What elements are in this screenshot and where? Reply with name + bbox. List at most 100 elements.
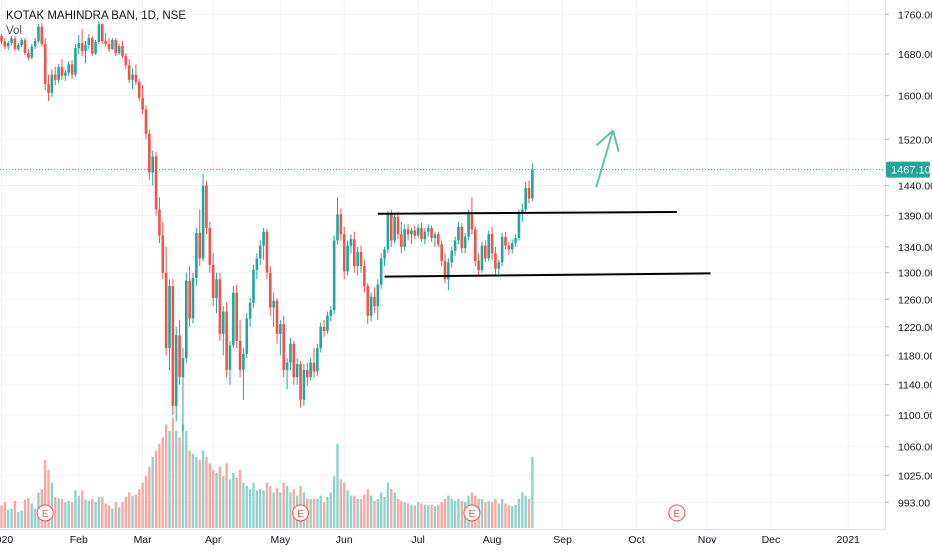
volume-bar: [168, 430, 171, 528]
symbol-title[interactable]: KOTAK MAHINDRA BAN, 1D, NSE: [6, 10, 186, 22]
volume-bar: [185, 430, 188, 528]
candle: [359, 245, 363, 273]
candle: [124, 53, 128, 70]
candle: [201, 173, 205, 261]
candle: [215, 272, 218, 314]
price-tick-label: 1025.00: [898, 470, 932, 482]
time-tick-label: May: [270, 534, 291, 546]
candle: [376, 279, 380, 320]
up-arrow-drawing[interactable]: [595, 129, 620, 188]
candle: [356, 246, 359, 276]
volume-bar: [171, 418, 175, 528]
candle: [121, 40, 124, 59]
volume-bar: [514, 504, 517, 528]
arrow-head: [596, 129, 614, 146]
volume-bar: [222, 476, 225, 528]
candle: [258, 240, 262, 265]
volume-bar: [205, 456, 208, 528]
volume-bar: [386, 482, 390, 528]
volume-legend[interactable]: Vol: [6, 25, 22, 37]
price-candles: [0, 21, 534, 431]
earnings-marker[interactable]: E: [463, 504, 481, 522]
volume-bar: [440, 502, 443, 528]
candle: [114, 37, 118, 57]
svg-text:E: E: [297, 509, 304, 520]
volume-bar: [64, 502, 67, 528]
candle: [379, 253, 383, 289]
volume-bar: [289, 492, 292, 528]
candle: [312, 348, 316, 378]
drawings[interactable]: [0, 129, 885, 278]
candle: [400, 221, 403, 254]
volume-bar: [416, 502, 420, 528]
time-tick-label: Feb: [70, 534, 88, 546]
svg-text:E: E: [469, 509, 476, 520]
volume-bar: [312, 498, 316, 528]
candle: [198, 209, 202, 267]
candle: [208, 221, 212, 273]
candle: [514, 234, 517, 247]
time-tick-label: Jun: [336, 534, 353, 546]
candle: [111, 37, 114, 51]
time-tick-label: Nov: [698, 534, 717, 546]
candle: [37, 24, 40, 43]
candle: [416, 224, 420, 239]
svg-text:E: E: [674, 509, 681, 520]
time-axis[interactable]: 2020 Feb Mar Apr May Jun Jul Aug Sep Oct Nov Dec 202…: [0, 529, 932, 551]
volume-bar: [161, 437, 164, 528]
candle: [178, 319, 181, 385]
candle: [497, 259, 501, 275]
candle: [463, 232, 467, 254]
volume-bar: [487, 500, 490, 528]
candle: [228, 340, 232, 385]
candle: [53, 66, 57, 86]
candle: [90, 35, 94, 57]
candle: [232, 285, 235, 349]
volume-bar: [460, 500, 464, 528]
earnings-marker[interactable]: E: [668, 504, 686, 522]
candle: [460, 223, 464, 254]
candle: [386, 210, 390, 254]
candle: [406, 224, 410, 241]
candle: [295, 358, 299, 385]
volume-bar: [232, 473, 235, 528]
volume-bar: [43, 460, 47, 528]
volume-bar: [410, 504, 413, 528]
volume-bar: [175, 430, 178, 528]
volume-bar: [363, 494, 366, 528]
volume-bar: [343, 482, 346, 528]
candle: [67, 61, 70, 76]
candle: [420, 223, 423, 242]
volume-bar: [131, 495, 134, 528]
earnings-marker[interactable]: E: [292, 504, 310, 522]
chart-legend[interactable]: KOTAK MAHINDRA BAN, 1D, NSE Vol: [6, 9, 186, 39]
volume-bar: [309, 498, 312, 528]
volume-bar: [480, 498, 484, 528]
candle: [235, 284, 238, 349]
price-axis[interactable]: 1760.00 1680.00 1600.00 1520.00 1440.00 1390.…: [885, 0, 932, 530]
volume-bar: [27, 498, 30, 528]
candle: [279, 319, 282, 356]
volume-bar: [403, 502, 406, 528]
volume-bar: [201, 450, 205, 528]
candle: [487, 230, 490, 261]
volume-bar: [148, 466, 151, 528]
volume-bar: [208, 463, 212, 528]
volume-bar: [349, 495, 353, 528]
volume-bar: [114, 502, 117, 528]
support-trendline[interactable]: [384, 272, 711, 278]
resistance-trendline[interactable]: [377, 210, 677, 215]
volume-bar: [285, 485, 289, 528]
candle: [329, 306, 333, 322]
volume-bar: [84, 499, 87, 528]
volume-bar: [228, 479, 232, 528]
volume-bar: [366, 489, 369, 528]
volume-bar: [500, 498, 504, 528]
volume-bar: [259, 489, 262, 528]
earnings-marker[interactable]: E: [36, 504, 54, 522]
volume-bar: [211, 469, 215, 528]
candle: [353, 231, 356, 273]
